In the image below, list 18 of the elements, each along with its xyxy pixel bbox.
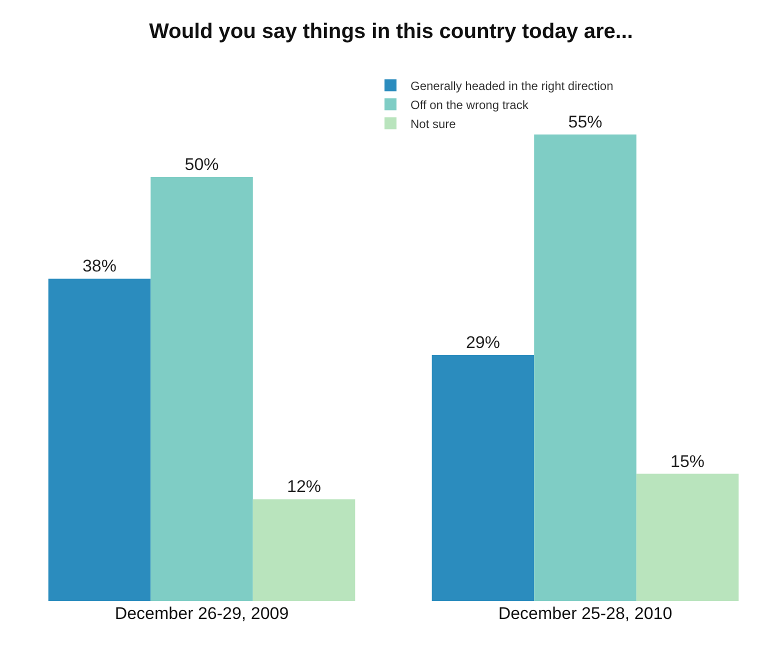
bar [432, 355, 534, 601]
bar [534, 134, 636, 601]
data-label: 38% [82, 256, 116, 276]
data-label: 50% [184, 154, 219, 174]
bar [150, 176, 253, 601]
legend-label: Not sure [410, 116, 456, 131]
data-label: 12% [287, 477, 322, 496]
legend-label: Generally headed in the right direction [410, 78, 614, 93]
bar [636, 474, 739, 601]
x-tick-label: December 25-28, 2010 [498, 604, 672, 623]
legend-label: Off on the wrong track [410, 98, 530, 112]
bar [48, 278, 151, 601]
data-label: 29% [466, 333, 500, 352]
x-tick-label: December 26-29, 2009 [114, 604, 289, 623]
chart-title: Would you say things in this country today are... [149, 20, 633, 43]
bar [252, 499, 356, 601]
data-label: 15% [670, 452, 705, 471]
data-label: 55% [568, 112, 602, 132]
